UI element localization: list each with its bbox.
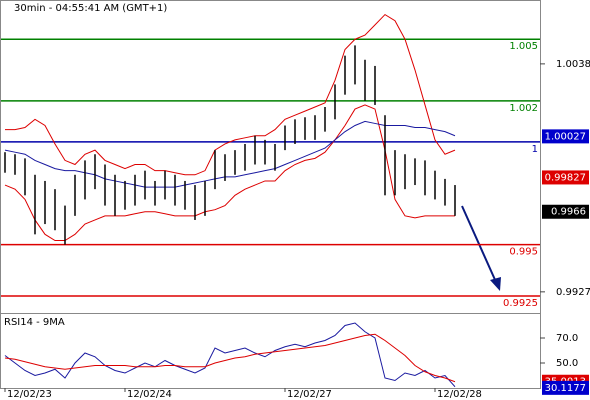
price-marker	[542, 380, 589, 395]
y-tick-label: 50.0	[556, 358, 578, 369]
rsi-line	[4, 333, 456, 383]
price-marker	[542, 129, 589, 144]
level-label: 1.005	[509, 41, 538, 52]
indicator-line	[5, 13, 456, 176]
y-tick-label: 70.0	[556, 333, 578, 344]
x-tick-label: 12/02/28	[437, 389, 482, 400]
x-tick-label: 12/02/23	[7, 389, 52, 400]
price-marker	[542, 204, 589, 219]
x-tick-label: 12/02/27	[287, 389, 332, 400]
arrow-head	[490, 277, 501, 291]
price-marker	[542, 170, 589, 185]
rsi-line	[4, 322, 456, 388]
level-label: 0.995	[509, 247, 538, 258]
level-label: 0.9925	[503, 298, 538, 309]
level-label: 1.002	[509, 103, 538, 114]
chart-title: 30min - 04:55:41 AM (GMT+1)	[14, 3, 167, 14]
price-marker-label: 30.1177	[545, 383, 586, 394]
price-marker-label: 0.9966	[551, 207, 586, 218]
price-marker-label: 0.99827	[545, 172, 586, 183]
price-marker-label: 1.00027	[545, 131, 586, 142]
rsi-frame	[0, 313, 541, 389]
y-tick-label: 0.9927	[556, 287, 590, 298]
indicator-line	[4, 104, 455, 242]
level-label: 1	[532, 144, 538, 155]
price-frame	[0, 0, 541, 314]
rsi-title: RSI14 - 9MA	[4, 317, 65, 328]
x-tick-label: 12/02/24	[127, 389, 172, 400]
indicator-line	[4, 120, 456, 188]
y-tick-label: 1.0038	[556, 59, 590, 70]
